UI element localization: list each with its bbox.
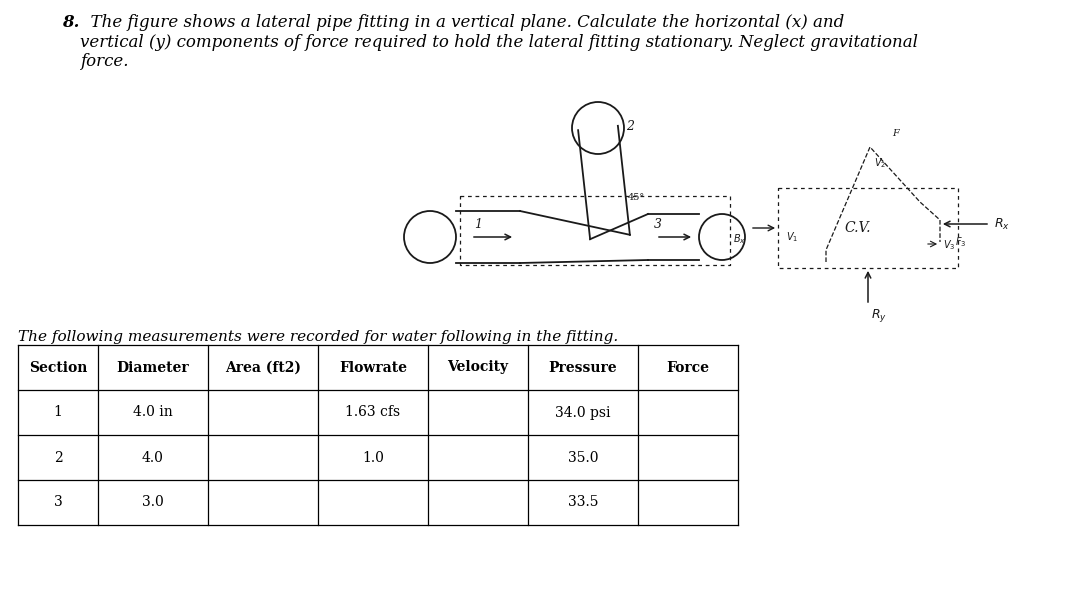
Text: 33.5: 33.5 [568, 496, 598, 510]
Text: 2: 2 [626, 120, 634, 133]
Text: Pressure: Pressure [549, 361, 618, 375]
Text: $V_1$: $V_1$ [786, 230, 798, 244]
Text: $B_x$: $B_x$ [733, 232, 746, 246]
Text: 3.0: 3.0 [143, 496, 164, 510]
Text: 2: 2 [54, 451, 63, 465]
Text: Flowrate: Flowrate [339, 361, 407, 375]
Text: 1.63 cfs: 1.63 cfs [346, 406, 401, 420]
Text: 4.0 in: 4.0 in [133, 406, 173, 420]
Text: $V_3$: $V_3$ [943, 238, 956, 252]
Text: 45°: 45° [627, 193, 645, 201]
Text: Section: Section [29, 361, 87, 375]
Text: 1: 1 [474, 218, 482, 231]
Text: Velocity: Velocity [447, 361, 509, 375]
Text: Force: Force [666, 361, 710, 375]
Text: 8.: 8. [62, 14, 79, 31]
Text: C.V.: C.V. [845, 221, 872, 235]
Text: The following measurements were recorded for water following in the fitting.: The following measurements were recorded… [18, 330, 618, 344]
Text: 3: 3 [54, 496, 63, 510]
Text: $V_2$: $V_2$ [874, 156, 886, 170]
Text: 34.0 psi: 34.0 psi [555, 406, 611, 420]
Text: F: F [893, 128, 900, 137]
Text: $F_3$: $F_3$ [955, 235, 967, 249]
Text: 35.0: 35.0 [568, 451, 598, 465]
Text: 1: 1 [54, 406, 63, 420]
Text: Diameter: Diameter [117, 361, 189, 375]
Text: 3: 3 [654, 218, 662, 231]
Text: The figure shows a lateral pipe fitting in a vertical plane. Calculate the horiz: The figure shows a lateral pipe fitting … [80, 14, 918, 70]
Text: 4.0: 4.0 [143, 451, 164, 465]
Text: $R_y$: $R_y$ [870, 307, 887, 324]
Text: $R_x$: $R_x$ [994, 216, 1010, 232]
Text: 1.0: 1.0 [362, 451, 383, 465]
Text: Area (ft2): Area (ft2) [225, 361, 301, 375]
